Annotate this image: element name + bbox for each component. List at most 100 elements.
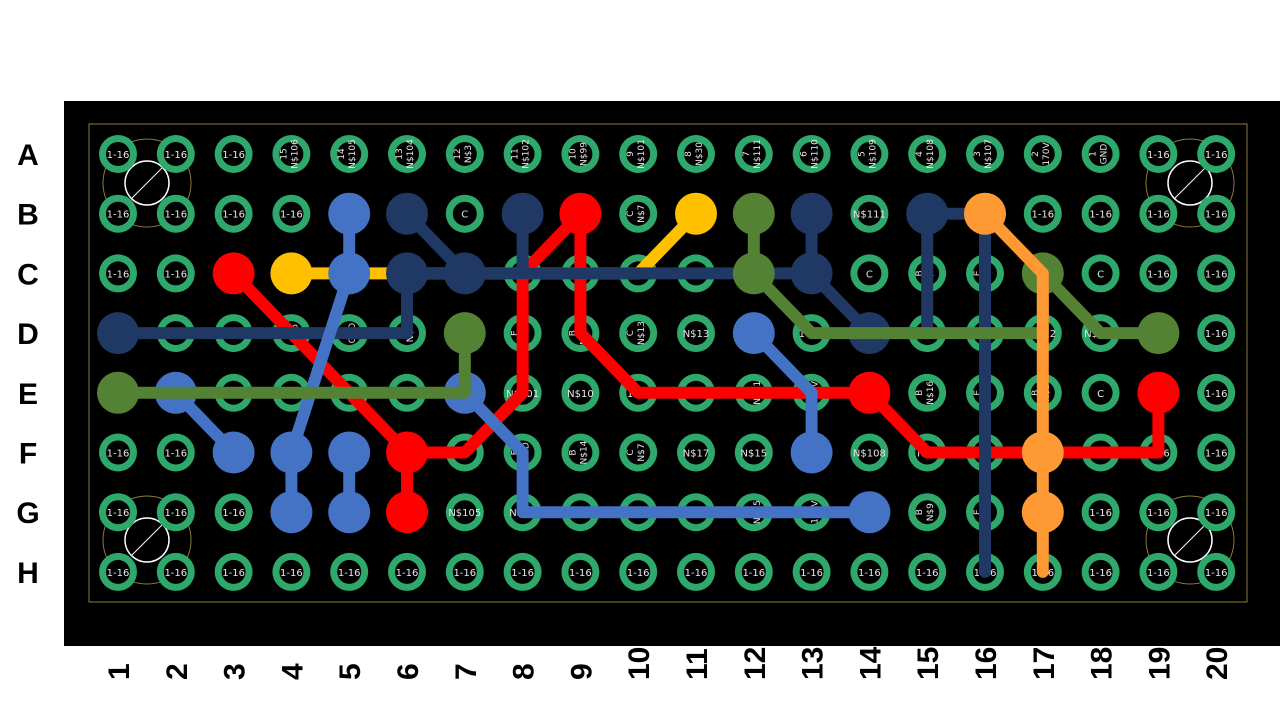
mounting-hole-mark <box>1174 167 1206 199</box>
pad-hole <box>221 142 246 166</box>
pad-hole <box>106 201 130 226</box>
pad-A8: 11 N$102 <box>503 135 542 173</box>
trace-node <box>386 431 428 474</box>
pad-label: 2 <box>1031 151 1041 157</box>
pad-B18: 1-16 <box>1081 194 1120 233</box>
pad-hole <box>973 142 997 166</box>
pad-B19: 1-16 <box>1139 194 1178 233</box>
mounting-hole-ring <box>1145 138 1235 228</box>
trace-node <box>559 192 602 235</box>
pad-H20: 1-16 <box>1197 552 1236 591</box>
pad-label: 3 <box>973 151 983 157</box>
trace-node <box>501 192 544 235</box>
pad-hole <box>452 142 477 166</box>
pad-hole <box>568 142 593 166</box>
row-label-D: D <box>17 318 39 351</box>
pad-H10: 1-16 <box>619 552 658 591</box>
pad-hole <box>163 261 188 286</box>
pad-hole <box>279 201 304 226</box>
pad-A20: 1-16 <box>1197 135 1236 173</box>
pad-hole <box>395 142 419 166</box>
pad-label: 1-16 <box>164 508 187 519</box>
pad-label: E <box>973 390 983 396</box>
trace-node <box>97 371 139 414</box>
pad-hole <box>510 142 535 166</box>
pad-G15: B N$9 <box>908 493 947 532</box>
pad-label: 9 <box>626 151 636 157</box>
pad-hole <box>626 440 651 465</box>
pad-hole <box>163 440 188 465</box>
pad-F12: N$15 <box>734 433 773 472</box>
pad-F11: N$17 <box>677 433 715 472</box>
pad-G3: 1-16 <box>214 493 253 532</box>
row-label-C: C <box>17 258 39 291</box>
trace-node <box>97 312 139 355</box>
pad-label: E <box>511 330 521 336</box>
pad-label: E <box>973 270 983 276</box>
pad-hole <box>106 559 130 584</box>
pad-A9: 10 N$99 <box>561 135 600 173</box>
pad-hole <box>915 142 940 166</box>
trace-node <box>212 252 255 295</box>
pad-label: N$108 <box>926 139 936 169</box>
pad-label: 15 <box>279 148 289 159</box>
pad-label: N$13 <box>637 321 647 345</box>
pad-label: 1-16 <box>569 568 592 579</box>
pad-label: 1-16 <box>511 568 534 579</box>
pad-label: N$13 <box>683 329 710 340</box>
pad-label: 1-16 <box>107 568 130 579</box>
pad-label: 1-16 <box>1205 269 1228 280</box>
column-label-18: 18 <box>1086 647 1119 680</box>
trace-node <box>386 192 428 235</box>
pad-label: 1-16 <box>1205 210 1228 221</box>
pad-H5: 1-16 <box>330 552 369 591</box>
pad-hole <box>1088 500 1113 525</box>
pad-label: C <box>1097 269 1104 280</box>
pad-A19: 1-16 <box>1139 135 1178 173</box>
pad-label: N$108 <box>853 449 886 460</box>
pad-label: 1-16 <box>338 568 361 579</box>
pad-hole <box>684 440 708 465</box>
pad-label: 1-16 <box>164 210 187 221</box>
trace-node <box>732 312 775 355</box>
net-orange <box>964 192 1064 578</box>
pad-label: N$110 <box>811 139 821 169</box>
pad-hole <box>1088 201 1113 226</box>
trace-node <box>270 431 313 474</box>
pad-label: 1-16 <box>396 568 419 579</box>
board-background <box>64 101 1280 646</box>
pad-hole <box>626 321 651 346</box>
pad-label: 1-16 <box>1147 269 1170 280</box>
pad-H12: 1-16 <box>734 552 773 591</box>
pad-label: 1-16 <box>222 508 245 519</box>
pad-A18: 1 GND <box>1081 135 1120 173</box>
pad-hole <box>163 500 188 525</box>
row-label-B: B <box>17 199 39 232</box>
pad-hole <box>279 559 304 584</box>
trace-node <box>1137 371 1180 414</box>
pad-E20: 1-16 <box>1197 373 1236 412</box>
pad-hole <box>1204 380 1229 405</box>
pad-label: B <box>568 449 578 455</box>
column-label-1: 1 <box>103 663 136 680</box>
pad-label: C <box>626 211 636 217</box>
pad-hole <box>1146 559 1171 584</box>
pad-A1: 1-16 <box>99 135 137 173</box>
mounting-hole-mark <box>131 167 163 199</box>
pad-H15: 1-16 <box>908 552 947 591</box>
pad-label: 1-16 <box>858 568 881 579</box>
column-label-5: 5 <box>334 663 367 680</box>
pad-hole <box>452 500 477 525</box>
pad-B3: 1-16 <box>214 194 253 233</box>
pad-label: N$106 <box>290 139 300 169</box>
pad-hole <box>1030 142 1055 166</box>
trace-node <box>386 491 428 534</box>
pad-label: 1-16 <box>164 449 187 460</box>
pad-hole <box>1146 142 1171 166</box>
pad-hole <box>279 142 304 166</box>
pad-hole <box>1204 559 1229 584</box>
trace <box>458 386 876 519</box>
pad-label: 1-16 <box>107 508 130 519</box>
pad-hole <box>568 380 593 405</box>
